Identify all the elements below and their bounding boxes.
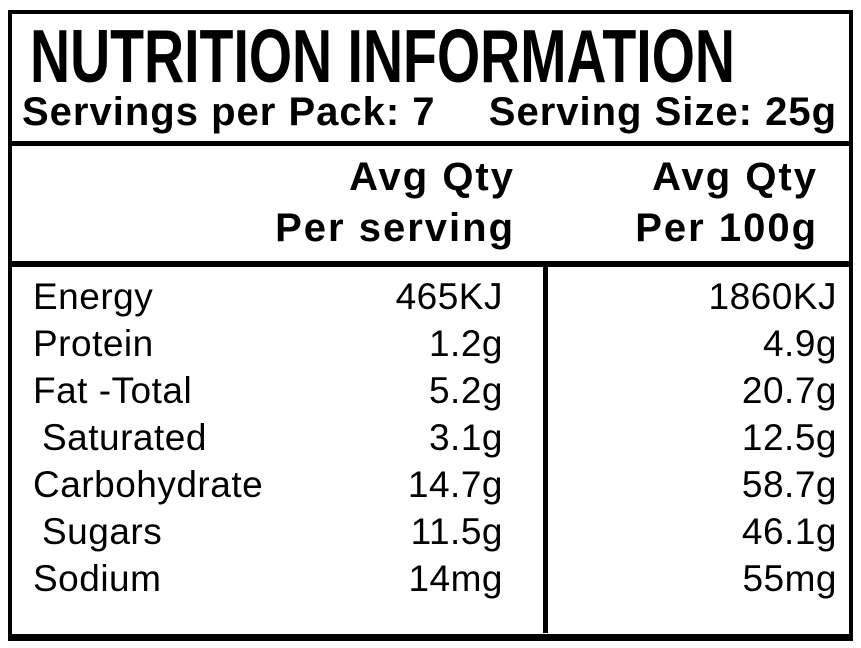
per-serving-value: 14.7g [407,464,503,505]
per-serving-value: 1.2g [428,323,503,364]
nutrient-name: Energy [33,276,154,317]
per-100g-header-line1: Avg Qty [652,155,818,199]
servings-per-pack: Servings per Pack: 7 [22,90,436,134]
per-100g-value: 20.7g [741,370,837,411]
per-100g-value: 12.5g [741,417,837,458]
nutrient-name: Carbohydrate [33,464,264,505]
per-serving-header-line1: Avg Qty [349,155,515,199]
servings-row: Servings per Pack: 7 Serving Size: 25g [22,90,837,135]
nutrition-table-body: Energy 465KJ Protein 1.2g Fat -Total 5.2… [12,267,849,633]
table-row: Protein 1.2g [12,320,543,367]
nutrition-label: NUTRITION INFORMATION Servings per Pack:… [8,10,853,641]
per-serving-value: 14mg [408,558,503,599]
table-row: Fat -Total 5.2g [12,367,543,414]
per-100g-value: 46.1g [741,511,837,552]
column-header-per-100g: Avg Qty Per 100g [543,152,849,261]
nutrient-name: Sugars [42,511,163,552]
table-row: Sodium 14mg [12,555,543,602]
per-100g-value: 58.7g [741,464,837,505]
per-100g-value: 55mg [742,558,837,599]
label-header: NUTRITION INFORMATION Servings per Pack:… [12,14,849,141]
nutrient-name: Sodium [33,558,162,599]
table-row: Carbohydrate 14.7g [12,461,543,508]
per-serving-column: Energy 465KJ Protein 1.2g Fat -Total 5.2… [12,267,543,633]
column-divider-rule [543,267,548,633]
header-divider-rule [12,141,849,146]
serving-size: Serving Size: 25g [488,90,837,134]
column-header-per-serving: Avg Qty Per serving [12,152,543,261]
per-serving-value: 3.1g [428,417,503,458]
table-row: Saturated 3.1g [12,414,543,461]
column-header-divider-rule [12,261,849,267]
nutrient-name: Fat -Total [33,370,193,411]
per-serving-header-line2: Per serving [275,206,515,250]
nutrient-name: Protein [33,323,154,364]
per-100g-header-line2: Per 100g [635,206,818,250]
nutrient-name: Saturated [42,417,207,458]
per-100g-value: 1860KJ [708,276,837,317]
page-title: NUTRITION INFORMATION [30,14,735,98]
per-100g-value: 4.9g [762,323,837,364]
per-serving-value: 11.5g [410,511,503,552]
table-row: Energy 465KJ [12,273,543,320]
per-serving-value: 465KJ [395,276,503,317]
column-header-row: Avg Qty Per serving Avg Qty Per 100g [12,146,849,261]
per-serving-value: 5.2g [428,370,503,411]
per-100g-column: 1860KJ 4.9g 20.7g 12.5g 58.7g 46.1g 55mg [548,267,849,633]
table-row: Sugars 11.5g [12,508,543,555]
